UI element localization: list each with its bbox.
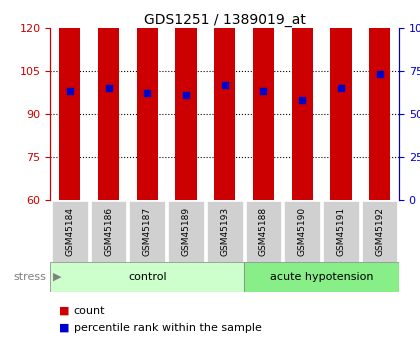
Point (376, 71, 383, 77)
FancyBboxPatch shape (91, 201, 126, 262)
Text: GSM45192: GSM45192 (375, 207, 384, 256)
FancyBboxPatch shape (362, 201, 397, 262)
Text: ■: ■ (59, 323, 69, 333)
Text: GSM45186: GSM45186 (104, 207, 113, 256)
FancyBboxPatch shape (323, 201, 359, 262)
Bar (214, 0, 235, 200)
FancyBboxPatch shape (168, 201, 204, 262)
Bar (330, 0, 352, 200)
FancyBboxPatch shape (284, 201, 320, 262)
Point (299, 97, 305, 103)
Point (144, 90, 151, 96)
Bar (175, 0, 197, 200)
Text: ▶: ▶ (52, 272, 61, 282)
Point (338, 85, 344, 91)
Text: stress: stress (13, 272, 46, 282)
Bar (98, 0, 119, 200)
FancyBboxPatch shape (244, 262, 399, 292)
Text: acute hypotension: acute hypotension (270, 272, 373, 282)
Point (221, 82, 228, 87)
Text: ■: ■ (59, 306, 69, 315)
Point (105, 85, 112, 91)
Text: GSM45184: GSM45184 (65, 207, 74, 256)
Bar (369, 0, 390, 200)
Point (260, 89, 267, 94)
Text: GSM45187: GSM45187 (143, 207, 152, 256)
FancyBboxPatch shape (246, 201, 281, 262)
Text: count: count (74, 306, 105, 315)
Text: GSM45190: GSM45190 (298, 207, 307, 256)
Text: control: control (128, 272, 167, 282)
Text: GSM45188: GSM45188 (259, 207, 268, 256)
Title: GDS1251 / 1389019_at: GDS1251 / 1389019_at (144, 12, 306, 27)
Bar (59, 0, 80, 200)
FancyBboxPatch shape (50, 262, 244, 292)
Bar (136, 0, 158, 200)
Point (183, 92, 189, 98)
Point (66, 89, 73, 94)
FancyBboxPatch shape (129, 201, 165, 262)
Text: GSM45193: GSM45193 (220, 207, 229, 256)
Text: GSM45189: GSM45189 (181, 207, 190, 256)
Text: percentile rank within the sample: percentile rank within the sample (74, 323, 261, 333)
FancyBboxPatch shape (207, 201, 242, 262)
Text: GSM45191: GSM45191 (336, 207, 345, 256)
Bar (253, 0, 274, 200)
FancyBboxPatch shape (52, 201, 88, 262)
Bar (291, 13, 313, 200)
